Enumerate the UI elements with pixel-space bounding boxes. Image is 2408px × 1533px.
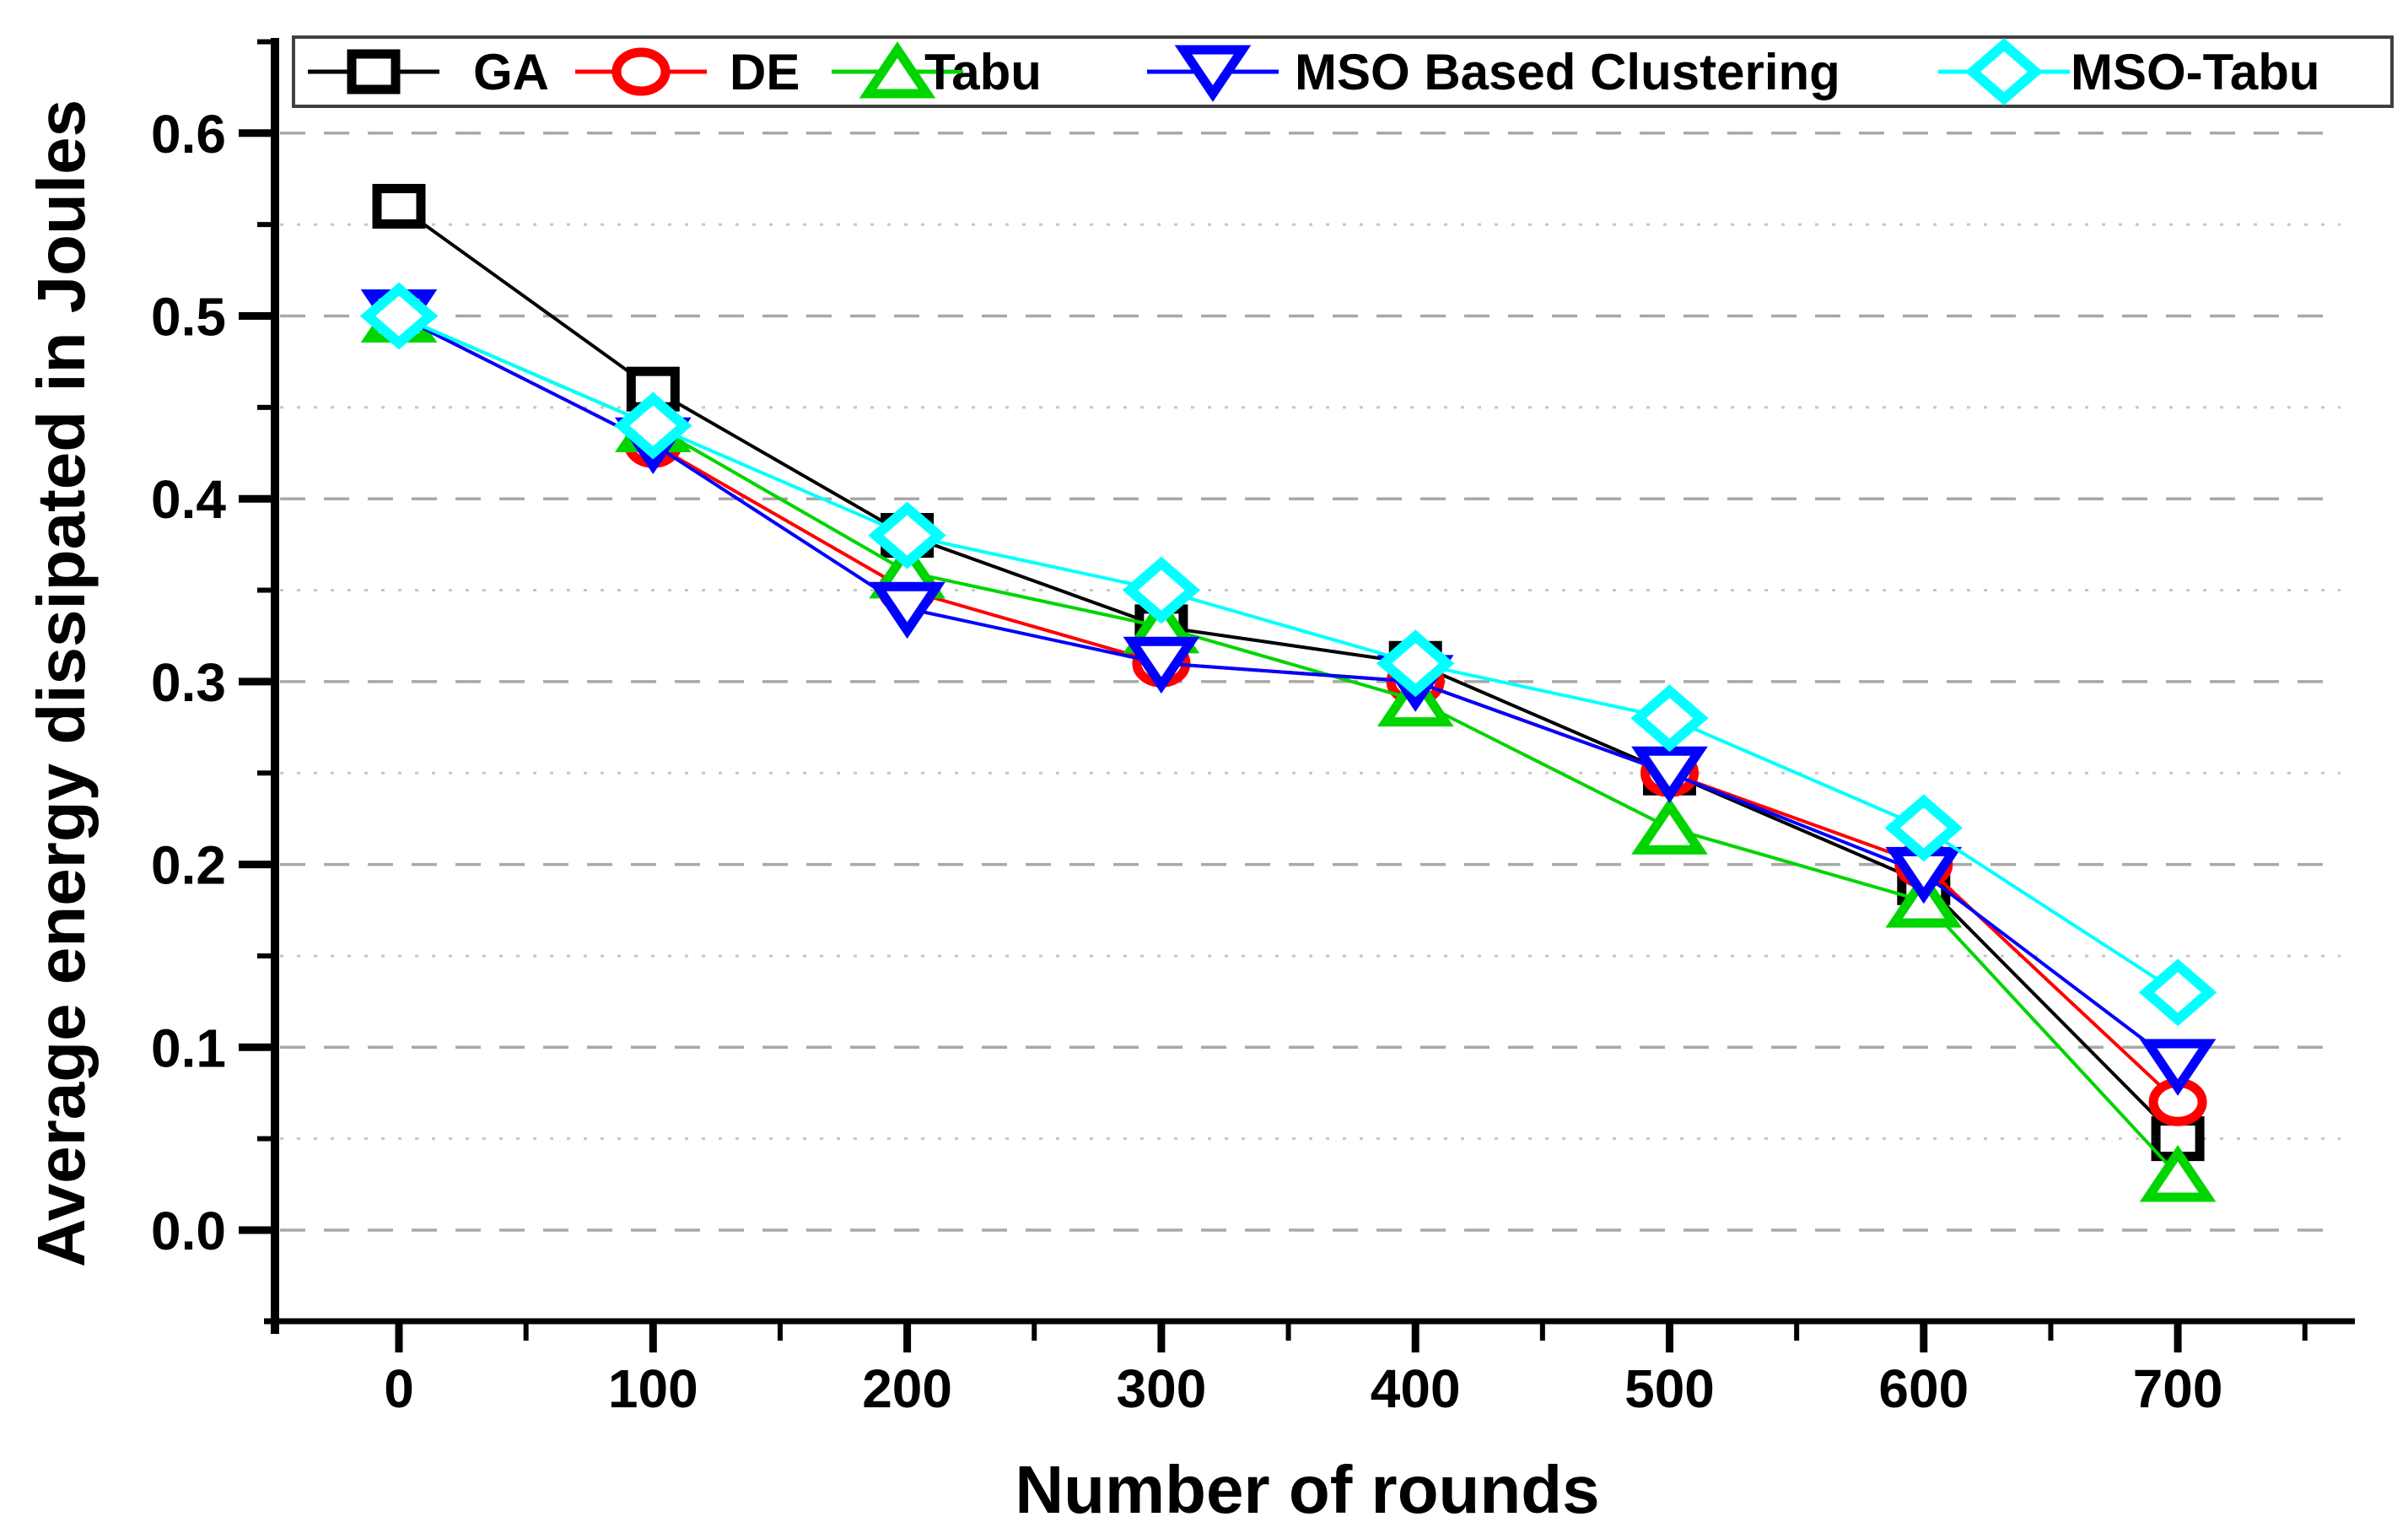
x-tick-label: 300: [1117, 1358, 1207, 1419]
y-tick-label: 0.4: [151, 469, 226, 530]
legend-marker: [1964, 38, 2044, 105]
x-tick-label: 0: [384, 1358, 414, 1419]
data-point-marker: [1376, 629, 1455, 698]
data-point-marker: [359, 282, 439, 350]
data-point-marker: [614, 391, 692, 460]
y-tick-label: 0.5: [151, 287, 226, 348]
data-point-marker: [1630, 684, 1709, 753]
data-point-marker: [1631, 797, 1708, 855]
major-gridlines: [280, 132, 2341, 1232]
y-tick-label: 0.0: [151, 1201, 226, 1261]
y-tick-label: 0.2: [151, 835, 226, 896]
x-tick-label: 200: [862, 1358, 952, 1419]
data-point-marker: [372, 183, 426, 229]
legend-item-label: MSO-Tabu: [2071, 44, 2320, 100]
axis-ticks: [239, 39, 2308, 1352]
data-point-marker: [2138, 958, 2217, 1027]
legend-item-label: DE: [730, 44, 800, 100]
legend-item-label: MSO Based Clustering: [1295, 44, 1840, 100]
legend-item: MSO Based Clustering: [1147, 44, 1840, 102]
y-axis-title: Average energy dissipated in Joules: [24, 100, 99, 1267]
axis-tick-labels: 0.0 0.1 0.2 0.3 0.4 0.5 0.6 0 100 200 300 400 500 600…: [151, 104, 2222, 1419]
data-line: [397, 204, 2179, 1141]
legend-marker: [859, 41, 936, 99]
data-line: [398, 314, 2179, 994]
x-tick-label: 400: [1371, 1358, 1461, 1419]
data-point-marker: [1884, 794, 1963, 862]
data-point-marker: [1122, 556, 1201, 624]
legend-item: DE: [575, 44, 800, 100]
legend-item: MSO-Tabu: [1938, 38, 2320, 105]
y-tick-label: 0.1: [151, 1018, 226, 1078]
data-series: [359, 183, 2217, 1202]
x-tick-label: 100: [608, 1358, 698, 1419]
data-point-marker: [2139, 1039, 2217, 1096]
x-tick-label: 700: [2133, 1358, 2223, 1419]
legend-marker: [611, 47, 671, 96]
data-line: [398, 314, 2179, 1067]
series-mso-tabu: [359, 282, 2217, 1027]
data-point-marker: [868, 501, 946, 569]
legend-item: Tabu: [832, 41, 1042, 100]
x-tick-label: 600: [1878, 1358, 1969, 1419]
y-tick-label: 0.3: [151, 652, 226, 713]
legend-item-label: GA: [473, 44, 549, 100]
legend-item: GA: [308, 44, 549, 100]
data-point-marker: [869, 581, 945, 640]
data-line: [398, 314, 2179, 1177]
y-tick-label: 0.6: [151, 104, 226, 165]
x-axis-title: Number of rounds: [1015, 1452, 1599, 1527]
axes: [264, 38, 2355, 1334]
x-tick-label: 500: [1624, 1358, 1715, 1419]
legend-item-label: Tabu: [924, 44, 1042, 100]
legend-marker: [1174, 45, 1252, 102]
legend-marker: [347, 49, 401, 94]
data-point-marker: [1123, 636, 1200, 694]
minor-gridlines: [280, 223, 2341, 1141]
legend: GA DE Tabu MSO Based Clustering MSO-Tabu: [292, 35, 2394, 108]
data-point-marker: [2139, 1145, 2217, 1202]
